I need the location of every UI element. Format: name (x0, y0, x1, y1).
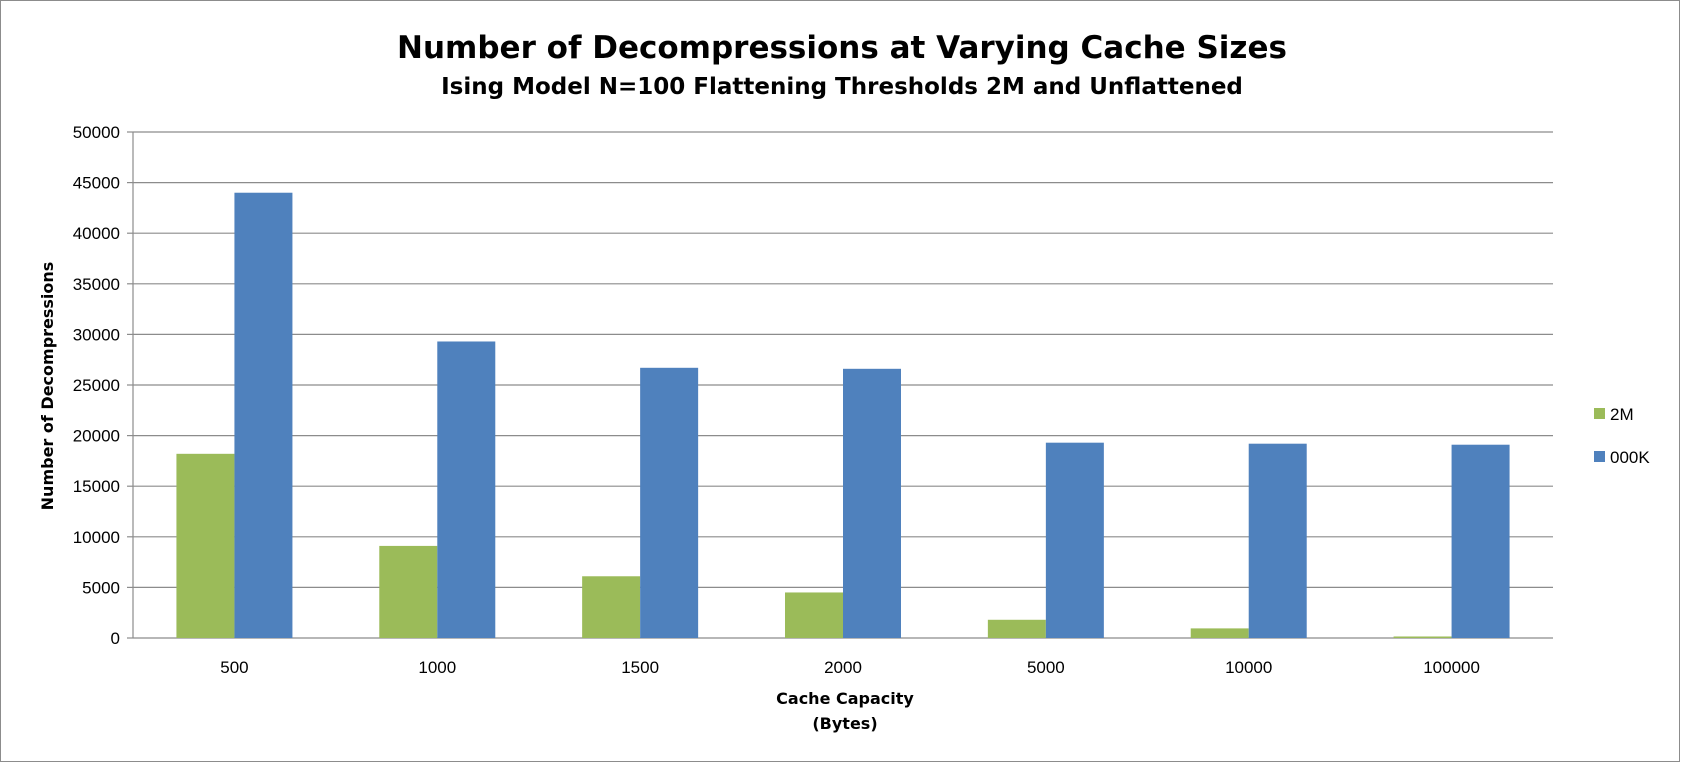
bar-000k-1500 (640, 367, 699, 638)
y-tick-label: 20000 (73, 427, 120, 446)
x-tick-label: 1500 (621, 658, 659, 677)
y-tick-label: 25000 (73, 376, 120, 395)
chart-title: Number of Decompressions at Varying Cach… (397, 30, 1287, 66)
x-tick-label: 500 (220, 658, 248, 677)
y-tick-label: 5000 (82, 578, 120, 597)
legend-swatch-2m (1594, 408, 1605, 419)
y-axis-ticks: 0 5000 10000 15000 20000 25000 30000 35000 40000… (73, 123, 120, 648)
legend-label-000k: 000K (1610, 448, 1650, 467)
y-tick-label: 40000 (73, 224, 120, 243)
y-tick-label: 0 (111, 629, 120, 648)
bar-2m-500 (176, 453, 235, 638)
x-tick-label: 5000 (1027, 658, 1065, 677)
bar-2m-10000 (1190, 628, 1249, 638)
x-axis-ticks: 500 1000 1500 2000 5000 10000 100000 (220, 658, 1480, 677)
gridlines (127, 131, 1553, 639)
bar-2m-1000 (379, 545, 438, 638)
y-tick-label: 50000 (73, 123, 120, 142)
bar-000k-10000 (1248, 443, 1307, 638)
x-axis-title-line-2: (Bytes) (812, 714, 877, 733)
bar-2m-100000 (1393, 636, 1452, 638)
bar-2m-2000 (785, 592, 843, 638)
x-tick-label: 1000 (418, 658, 456, 677)
y-tick-label: 35000 (73, 275, 120, 294)
bar-000k-1000 (437, 341, 496, 638)
legend: 2M 000K (1594, 405, 1650, 467)
y-tick-label: 30000 (73, 325, 120, 344)
y-tick-label: 15000 (73, 477, 120, 496)
bar-000k-5000 (1045, 442, 1104, 638)
bar-000k-100000 (1451, 444, 1510, 638)
legend-label-2m: 2M (1610, 405, 1634, 424)
x-tick-label: 2000 (824, 658, 862, 677)
y-tick-label: 45000 (73, 174, 120, 193)
bar-2m-5000 (987, 619, 1046, 638)
bar-000k-500 (234, 192, 293, 638)
x-tick-label: 10000 (1225, 658, 1272, 677)
bar-2m-1500 (582, 576, 641, 638)
bars (176, 192, 1510, 638)
y-axis-title: Number of Decompressions (38, 262, 57, 511)
legend-swatch-000k (1594, 451, 1605, 462)
chart-subtitle: Ising Model N=100 Flattening Thresholds … (441, 74, 1243, 100)
x-tick-label: 100000 (1423, 658, 1480, 677)
x-axis-title-line-1: Cache Capacity (776, 689, 914, 708)
bar-000k-2000 (843, 368, 901, 638)
y-tick-label: 10000 (73, 528, 120, 547)
